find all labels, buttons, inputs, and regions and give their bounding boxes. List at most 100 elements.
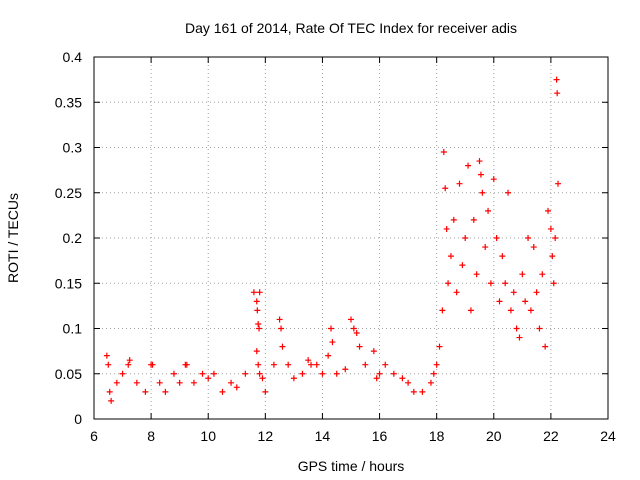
data-point (162, 388, 169, 395)
data-point (329, 339, 336, 346)
data-point (499, 253, 506, 260)
y-tick-label: 0.25 (55, 185, 82, 201)
data-point (353, 330, 360, 337)
data-points (103, 76, 562, 404)
data-point (476, 158, 483, 165)
data-point (554, 90, 561, 97)
y-axis-label: ROTI / TECUs (5, 193, 21, 283)
data-point (259, 375, 266, 382)
data-point (419, 388, 426, 395)
data-point (113, 379, 120, 386)
data-point (313, 361, 320, 368)
data-point (552, 235, 559, 241)
data-point (382, 361, 389, 368)
y-tick-label: 0.05 (55, 366, 82, 382)
data-point (325, 352, 332, 359)
data-point (519, 271, 526, 278)
data-point (447, 253, 454, 260)
data-point (108, 397, 115, 404)
data-point (342, 366, 349, 373)
y-tick-label: 0.15 (55, 275, 82, 291)
data-point (436, 343, 443, 350)
x-tick-label: 8 (147, 428, 155, 444)
data-point (525, 235, 532, 241)
x-tick-label: 6 (90, 428, 98, 444)
data-point (465, 162, 472, 169)
y-tick-label: 0.1 (63, 321, 83, 337)
data-point (210, 370, 217, 377)
data-point (505, 189, 512, 196)
data-point (233, 384, 240, 391)
y-tick-label: 0.2 (63, 230, 83, 246)
data-point (490, 176, 497, 183)
data-point (256, 289, 263, 296)
data-point (549, 253, 556, 260)
data-point (456, 180, 463, 187)
y-tick-label: 0.4 (63, 49, 83, 65)
data-point (133, 379, 140, 386)
data-point (228, 379, 235, 386)
data-point (373, 375, 380, 382)
x-tick-label: 22 (543, 428, 559, 444)
data-point (553, 76, 560, 83)
data-point (433, 361, 440, 368)
data-point (308, 361, 315, 368)
data-point (255, 320, 262, 327)
data-point (439, 307, 446, 314)
data-point (477, 171, 484, 178)
data-point (459, 262, 466, 269)
data-point (253, 298, 260, 305)
data-point (550, 280, 557, 287)
data-point (547, 225, 554, 232)
data-point (170, 370, 177, 377)
data-point (333, 370, 340, 377)
data-point (250, 289, 257, 296)
data-point (522, 298, 529, 305)
data-point (443, 225, 450, 232)
data-point (299, 370, 306, 377)
data-point (530, 244, 537, 251)
data-point (149, 361, 156, 368)
data-point (270, 361, 277, 368)
data-point (442, 185, 449, 192)
data-point (350, 325, 357, 332)
y-tick-label: 0 (74, 411, 82, 427)
data-point (142, 388, 149, 395)
x-axis-label: GPS time / hours (298, 458, 405, 474)
data-point (256, 370, 263, 377)
x-tick-label: 20 (486, 428, 502, 444)
chart-title: Day 161 of 2014, Rate Of TEC Index for r… (185, 20, 517, 36)
data-point (199, 370, 206, 377)
data-point (405, 379, 412, 386)
data-point (290, 375, 297, 382)
data-point (507, 307, 514, 314)
data-point (255, 361, 262, 368)
data-point (485, 207, 492, 214)
data-point (545, 207, 552, 214)
data-point (516, 334, 523, 341)
data-point (427, 379, 434, 386)
data-point (105, 361, 112, 368)
data-point (305, 357, 312, 364)
data-point (536, 325, 543, 332)
data-point (156, 379, 163, 386)
x-tick-label: 16 (372, 428, 388, 444)
data-point (348, 316, 354, 323)
data-point (319, 370, 326, 377)
data-point (467, 307, 474, 314)
data-point (470, 216, 477, 223)
x-tick-label: 24 (600, 428, 616, 444)
data-point (502, 280, 509, 287)
x-tick-label: 14 (315, 428, 331, 444)
data-point (390, 370, 397, 377)
data-point (254, 307, 261, 314)
data-point (542, 343, 549, 350)
data-point (487, 280, 494, 287)
data-point (106, 388, 113, 395)
data-point (362, 361, 369, 368)
data-point (440, 149, 447, 156)
data-point (376, 370, 383, 377)
data-point (262, 388, 269, 395)
x-tick-label: 10 (200, 428, 216, 444)
data-point (482, 244, 489, 251)
